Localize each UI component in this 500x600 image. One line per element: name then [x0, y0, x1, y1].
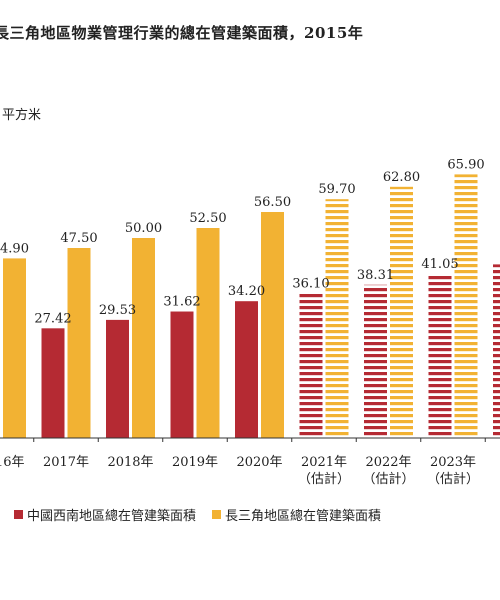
value-label-southwest-4: 34.20 — [228, 284, 265, 299]
value-label-southwest-5: 36.10 — [292, 277, 329, 292]
category-label-5: 2021年 — [301, 455, 347, 470]
value-label-yangtze-7: 65.90 — [447, 157, 484, 172]
bar-yangtze-6 — [390, 186, 413, 438]
bar-southwest-5 — [299, 293, 323, 438]
category-label-3: 2019年 — [172, 455, 218, 470]
value-label-yangtze-4: 56.50 — [254, 195, 291, 210]
chart-title: 長三角地區物業管理行業的總在管建築面積，2015年 — [0, 24, 364, 42]
legend-item-yangtze: 長三角地區總在管建築面積 — [212, 505, 381, 524]
value-label-southwest-1: 27.42 — [34, 311, 71, 326]
bar-yangtze-5 — [325, 199, 349, 438]
bar-yangtze-7 — [454, 174, 478, 438]
category-label-6-line2: （估計） — [362, 471, 414, 487]
value-label-yangtze-3: 52.50 — [189, 211, 226, 226]
legend-label-southwest: 中國西南地區總在管建築面積 — [27, 509, 197, 524]
legend-item-southwest: 中國西南地區總在管建築面積 — [14, 505, 196, 524]
legend-swatch-yangtze — [212, 510, 222, 519]
legend: 中國西南地區總在管建築面積 長三角地區總在管建築面積 — [14, 505, 397, 524]
legend-label-yangtze: 長三角地區總在管建築面積 — [225, 509, 382, 524]
value-label-yangtze-2: 50.00 — [125, 221, 162, 236]
value-label-yangtze-0: 4.90 — [0, 241, 29, 256]
bar-yangtze-4 — [261, 212, 284, 438]
bar-southwest-3 — [170, 311, 194, 438]
unit-label: 平方米 — [2, 108, 42, 123]
category-label-7-line2: （估計） — [427, 471, 479, 487]
bar-southwest-1 — [41, 328, 65, 438]
value-label-yangtze-5: 59.70 — [318, 182, 355, 197]
value-label-southwest-3: 31.62 — [163, 295, 200, 310]
value-label-yangtze-1: 47.50 — [60, 231, 97, 246]
value-label-southwest-6: 38.31 — [357, 268, 394, 283]
category-label-5-line2: （估計） — [298, 471, 350, 487]
category-label-6: 2022年 — [365, 455, 411, 470]
value-label-southwest-2: 29.53 — [99, 303, 136, 318]
category-label-1: 2017年 — [43, 455, 89, 470]
bar-southwest-2 — [106, 319, 129, 438]
bar-yangtze-0 — [3, 258, 26, 438]
category-label-2: 2018年 — [107, 455, 153, 470]
bar-southwest-8 — [493, 264, 500, 438]
bar-yangtze-3 — [196, 228, 220, 438]
legend-swatch-southwest — [14, 510, 23, 519]
category-label-7: 2023年 — [430, 455, 476, 470]
bar-yangtze-1 — [67, 248, 91, 438]
bar-yangtze-2 — [132, 238, 155, 438]
bar-southwest-7 — [428, 273, 452, 438]
value-label-yangtze-6: 62.80 — [383, 170, 420, 185]
value-label-southwest-7: 41.05 — [421, 257, 458, 272]
bar-southwest-6 — [364, 284, 387, 438]
category-label-0: 2016年 — [0, 455, 25, 470]
bar-southwest-4 — [235, 301, 258, 438]
category-label-4: 2020年 — [236, 455, 282, 470]
